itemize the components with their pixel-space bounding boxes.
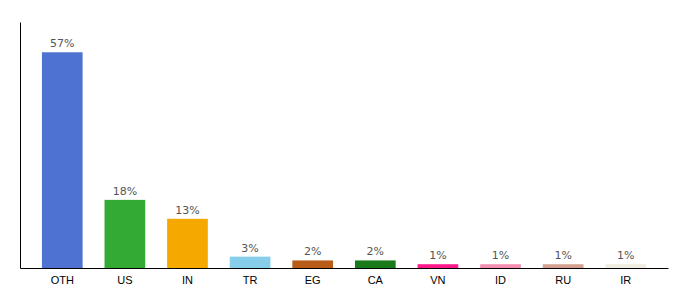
data-label: 3% bbox=[241, 242, 258, 255]
x-tick-label: OTH bbox=[51, 274, 74, 286]
data-label: 2% bbox=[304, 245, 321, 258]
x-axis-line bbox=[21, 268, 669, 269]
data-label: 1% bbox=[617, 249, 634, 262]
bar bbox=[355, 260, 396, 268]
x-tick-label: US bbox=[117, 274, 132, 286]
x-tick: TR bbox=[243, 274, 258, 286]
data-label: 1% bbox=[429, 249, 446, 262]
bar bbox=[167, 219, 208, 268]
chart-svg: OTH US IN TR EG CA VN ID RU IR 57% 18% 13% 3% 2% 2% 1% 1%… bbox=[0, 0, 680, 300]
x-tick: IR bbox=[620, 274, 631, 286]
bar bbox=[418, 264, 459, 268]
chart-container: OTH US IN TR EG CA VN ID RU IR 57% 18% 13% 3% 2% 2% 1% 1%… bbox=[0, 0, 680, 300]
x-tick: EG bbox=[305, 274, 321, 286]
x-tick: OTH bbox=[51, 274, 74, 286]
x-tick: IN bbox=[182, 274, 193, 286]
x-tick-label: TR bbox=[243, 274, 258, 286]
data-label: 1% bbox=[492, 249, 509, 262]
bar bbox=[605, 264, 646, 268]
data-label: 13% bbox=[175, 204, 199, 217]
data-label: 57% bbox=[50, 37, 74, 50]
data-label: 2% bbox=[367, 245, 384, 258]
bar bbox=[292, 260, 333, 268]
bar bbox=[230, 257, 271, 268]
bar bbox=[42, 52, 83, 268]
x-tick-label: IR bbox=[620, 274, 631, 286]
plot-area: OTH US IN TR EG CA VN ID RU IR 57% 18% 13% 3% 2% 2% 1% 1%… bbox=[21, 23, 669, 286]
x-tick: ID bbox=[495, 274, 506, 286]
bar bbox=[543, 264, 584, 268]
x-tick-label: IN bbox=[182, 274, 193, 286]
bar bbox=[480, 264, 521, 268]
x-tick-label: RU bbox=[555, 274, 571, 286]
x-tick: VN bbox=[430, 274, 445, 286]
x-tick-label: VN bbox=[430, 274, 445, 286]
y-axis-line bbox=[20, 23, 21, 269]
x-tick-label: CA bbox=[368, 274, 384, 286]
bars bbox=[42, 52, 646, 268]
x-tick-label: ID bbox=[495, 274, 506, 286]
x-tick: RU bbox=[555, 274, 571, 286]
x-axis: OTH US IN TR EG CA VN ID RU IR bbox=[21, 269, 669, 286]
data-label: 18% bbox=[113, 185, 137, 198]
x-tick: CA bbox=[368, 274, 384, 286]
x-tick: US bbox=[117, 274, 132, 286]
x-tick-label: EG bbox=[305, 274, 321, 286]
data-label: 1% bbox=[554, 249, 571, 262]
y-axis bbox=[20, 23, 21, 269]
bar bbox=[105, 200, 146, 268]
data-labels: 57% 18% 13% 3% 2% 2% 1% 1% 1% 1% bbox=[50, 37, 634, 262]
